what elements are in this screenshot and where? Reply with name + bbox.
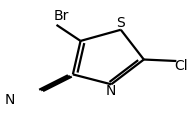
Text: Br: Br xyxy=(54,9,69,23)
Text: N: N xyxy=(106,84,116,98)
Text: Cl: Cl xyxy=(175,59,188,73)
Text: N: N xyxy=(4,93,15,107)
Text: S: S xyxy=(116,16,125,30)
